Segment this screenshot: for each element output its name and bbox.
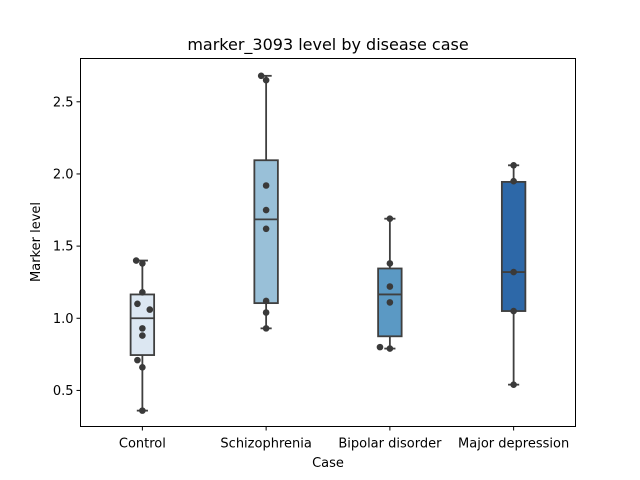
data-point bbox=[134, 356, 141, 364]
x-tick-label: Schizophrenia bbox=[220, 437, 311, 452]
data-point bbox=[510, 161, 517, 169]
box bbox=[500, 180, 527, 312]
x-axis: Control Schizophrenia Bipolar disorder Majo… bbox=[119, 426, 569, 452]
data-point bbox=[139, 260, 146, 267]
x-tick-label: Major depression bbox=[458, 437, 569, 452]
data-point bbox=[386, 260, 394, 267]
box-group-2 bbox=[253, 74, 279, 330]
y-tick-label: 2.5 bbox=[53, 95, 74, 110]
chart-title: marker_3093 level by disease case bbox=[187, 35, 468, 55]
data-point bbox=[510, 177, 517, 185]
data-point bbox=[139, 325, 146, 332]
data-point bbox=[262, 76, 270, 84]
data-point bbox=[510, 268, 517, 276]
x-axis-label: Case bbox=[312, 456, 344, 471]
data-point bbox=[262, 309, 270, 316]
data-point bbox=[262, 225, 270, 233]
data-point bbox=[386, 299, 394, 306]
points-group-1 bbox=[132, 257, 154, 414]
data-point bbox=[257, 72, 265, 80]
data-point bbox=[510, 307, 517, 315]
data-point bbox=[262, 297, 270, 305]
data-point bbox=[386, 283, 394, 290]
data-point bbox=[376, 343, 384, 351]
data-point bbox=[139, 364, 146, 371]
data-point bbox=[132, 257, 140, 264]
data-point bbox=[262, 182, 270, 189]
x-tick-label: Control bbox=[119, 437, 166, 452]
y-tick-label: 2.0 bbox=[53, 167, 74, 182]
data-point bbox=[262, 206, 270, 214]
plot-area bbox=[129, 72, 527, 414]
x-tick-label: Bipolar disorder bbox=[338, 437, 442, 452]
points-group-2 bbox=[257, 72, 270, 332]
y-tick-label: 1.0 bbox=[53, 312, 74, 327]
data-point bbox=[139, 288, 146, 296]
data-point bbox=[139, 332, 146, 339]
data-point bbox=[386, 215, 394, 222]
data-point bbox=[262, 325, 270, 332]
data-point bbox=[139, 407, 146, 414]
data-point bbox=[134, 300, 141, 308]
points-group-4 bbox=[510, 161, 517, 388]
plot-frame bbox=[80, 58, 576, 427]
data-point bbox=[146, 306, 154, 313]
data-point bbox=[386, 345, 394, 352]
y-axis-label: Marker level bbox=[29, 202, 44, 282]
y-tick-label: 1.5 bbox=[53, 240, 74, 255]
y-tick-label: 0.5 bbox=[53, 384, 74, 399]
data-point bbox=[510, 381, 517, 388]
y-axis: 0.5 1.0 1.5 2.0 2.5 bbox=[53, 95, 81, 399]
points-group-3 bbox=[376, 215, 394, 352]
